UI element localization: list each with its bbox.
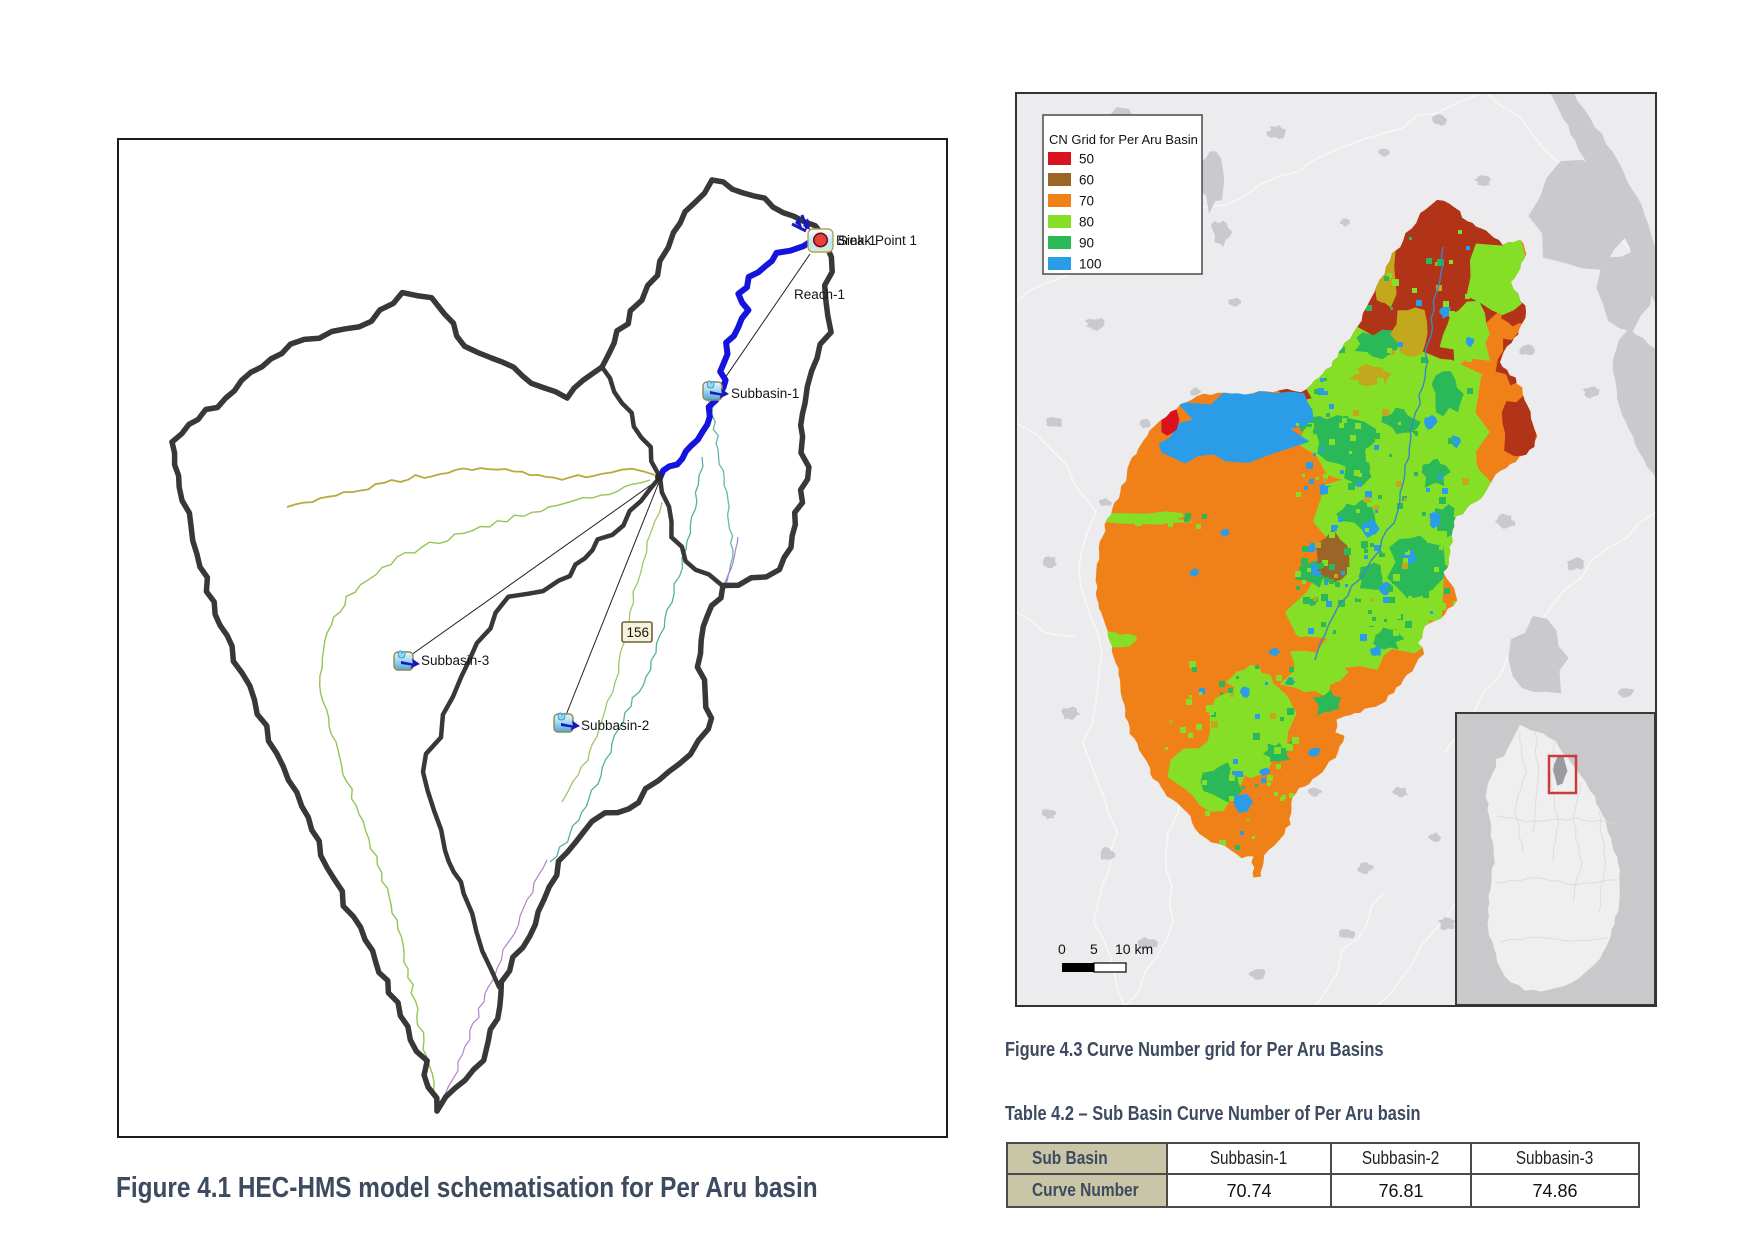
svg-text:70: 70: [1079, 194, 1094, 209]
svg-text:Subbasin-2: Subbasin-2: [581, 718, 649, 733]
svg-text:CN Grid for Per Aru Basin: CN Grid for Per Aru Basin: [1049, 132, 1198, 147]
svg-text:Reach-1: Reach-1: [794, 287, 845, 302]
svg-text:60: 60: [1079, 173, 1094, 188]
svg-text:Break Point 1: Break Point 1: [836, 233, 917, 248]
svg-text:156: 156: [627, 625, 650, 640]
svg-text:5: 5: [1090, 941, 1098, 957]
svg-text:80: 80: [1079, 215, 1094, 230]
svg-text:Subbasin-1: Subbasin-1: [731, 386, 799, 401]
svg-text:Sink-1: Sink-1: [838, 233, 876, 248]
svg-text:50: 50: [1079, 152, 1094, 167]
svg-text:10 km: 10 km: [1115, 941, 1153, 957]
svg-text:Subbasin-3: Subbasin-3: [421, 653, 489, 668]
svg-text:100: 100: [1079, 257, 1102, 272]
svg-text:0: 0: [1058, 941, 1066, 957]
svg-text:90: 90: [1079, 236, 1094, 251]
